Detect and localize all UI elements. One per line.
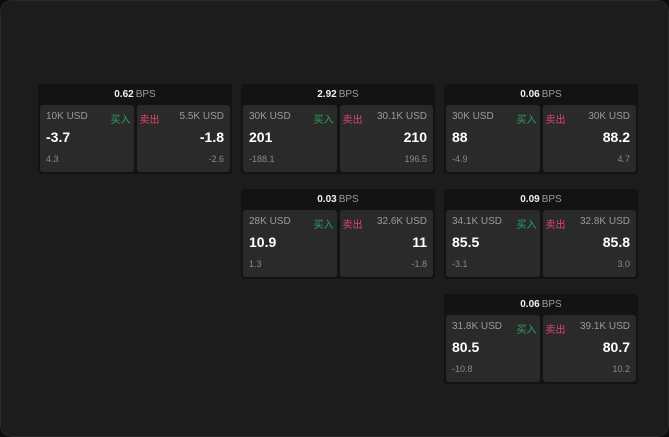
sell-label: 卖出 — [545, 115, 566, 126]
sell-panel[interactable]: 39.1K USD 卖出 80.7 10.2 — [542, 315, 636, 382]
sell-panel[interactable]: 5.5K USD 卖出 -1.8 -2.6 — [136, 105, 230, 172]
sell-panel[interactable]: 32.6K USD 卖出 11 -1.8 — [339, 210, 433, 277]
spread-unit: BPS — [541, 89, 562, 100]
ask-amount: 30K USD — [588, 111, 630, 122]
quote-card: 0.62 BPS 10K USD 买入 -3.7 4.3 5.5K USD 卖出 … — [38, 84, 232, 174]
buy-label: 买入 — [313, 220, 334, 231]
buy-label: 买入 — [516, 325, 537, 336]
spread-unit: BPS — [541, 299, 562, 310]
spread-value: 2.92 — [317, 89, 337, 100]
ask-price: 88.2 — [602, 129, 630, 145]
ask-change: -2.6 — [208, 154, 224, 164]
sell-panel[interactable]: 30.1K USD 卖出 210 196.5 — [339, 105, 433, 172]
buy-panel[interactable]: 30K USD 买入 201 -188.1 — [243, 105, 337, 172]
ask-amount: 39.1K USD — [579, 321, 630, 332]
spread-unit: BPS — [541, 194, 562, 205]
buy-label: 买入 — [516, 115, 537, 126]
bid-change: -4.9 — [452, 154, 468, 164]
ask-change: 196.5 — [404, 154, 427, 164]
buy-panel[interactable]: 10K USD 买入 -3.7 4.3 — [40, 105, 134, 172]
bid-change: -3.1 — [452, 259, 468, 269]
ask-change: 4.7 — [617, 154, 630, 164]
spread-unit: BPS — [338, 89, 359, 100]
ask-amount: 5.5K USD — [179, 111, 224, 122]
bid-price: 80.5 — [452, 339, 480, 355]
bid-amount: 31.8K USD — [452, 321, 503, 332]
bid-change: 1.3 — [249, 259, 262, 269]
buy-panel[interactable]: 31.8K USD 买入 80.5 -10.8 — [446, 315, 540, 382]
bid-change: -188.1 — [249, 154, 275, 164]
quote-card: 0.09 BPS 34.1K USD 买入 85.5 -3.1 32.8K USD… — [444, 189, 638, 279]
buy-label: 买入 — [110, 115, 131, 126]
spread-value: 0.09 — [520, 194, 540, 205]
sell-panel[interactable]: 32.8K USD 卖出 85.8 3.0 — [542, 210, 636, 277]
ask-change: 3.0 — [617, 259, 630, 269]
spread-header: 0.03 BPS — [241, 189, 435, 210]
bid-amount: 30K USD — [452, 111, 494, 122]
spread-header: 2.92 BPS — [241, 84, 435, 105]
buy-panel[interactable]: 34.1K USD 买入 85.5 -3.1 — [446, 210, 540, 277]
bid-amount: 34.1K USD — [452, 216, 503, 227]
spread-header: 0.62 BPS — [38, 84, 232, 105]
ask-change: 10.2 — [612, 364, 630, 374]
spread-unit: BPS — [338, 194, 359, 205]
buy-panel[interactable]: 30K USD 买入 88 -4.9 — [446, 105, 540, 172]
buy-panel[interactable]: 28K USD 买入 10.9 1.3 — [243, 210, 337, 277]
ask-price: -1.8 — [199, 129, 224, 145]
ask-price: 85.8 — [602, 234, 630, 250]
spread-header: 0.06 BPS — [444, 84, 638, 105]
bid-price: -3.7 — [46, 129, 71, 145]
buy-label: 买入 — [313, 115, 334, 126]
sell-label: 卖出 — [545, 325, 566, 336]
sell-label: 卖出 — [342, 115, 363, 126]
spread-value: 0.06 — [520, 89, 540, 100]
bid-price: 88 — [452, 129, 468, 145]
quote-card: 0.06 BPS 31.8K USD 买入 80.5 -10.8 39.1K US… — [444, 294, 638, 384]
ask-amount: 32.8K USD — [579, 216, 630, 227]
quote-card: 2.92 BPS 30K USD 买入 201 -188.1 30.1K USD … — [241, 84, 435, 174]
ask-change: -1.8 — [411, 259, 427, 269]
bid-price: 85.5 — [452, 234, 480, 250]
sell-label: 卖出 — [342, 220, 363, 231]
spread-value: 0.06 — [520, 299, 540, 310]
quote-card: 0.03 BPS 28K USD 买入 10.9 1.3 32.6K USD 卖出… — [241, 189, 435, 279]
ask-price: 210 — [403, 129, 427, 145]
spread-header: 0.09 BPS — [444, 189, 638, 210]
spread-header: 0.06 BPS — [444, 294, 638, 315]
ask-amount: 30.1K USD — [376, 111, 427, 122]
ask-price: 80.7 — [602, 339, 630, 355]
spread-value: 0.03 — [317, 194, 337, 205]
bid-price: 10.9 — [249, 234, 277, 250]
bid-amount: 10K USD — [46, 111, 88, 122]
bid-amount: 28K USD — [249, 216, 291, 227]
sell-label: 卖出 — [545, 220, 566, 231]
quote-card: 0.06 BPS 30K USD 买入 88 -4.9 30K USD 卖出 88… — [444, 84, 638, 174]
ask-price: 11 — [412, 234, 427, 250]
bid-change: -10.8 — [452, 364, 473, 374]
buy-label: 买入 — [516, 220, 537, 231]
spread-unit: BPS — [135, 89, 156, 100]
sell-panel[interactable]: 30K USD 卖出 88.2 4.7 — [542, 105, 636, 172]
spread-value: 0.62 — [114, 89, 134, 100]
bid-change: 4.3 — [46, 154, 59, 164]
bid-amount: 30K USD — [249, 111, 291, 122]
ask-amount: 32.6K USD — [376, 216, 427, 227]
sell-label: 卖出 — [139, 115, 160, 126]
bid-price: 201 — [249, 129, 273, 145]
